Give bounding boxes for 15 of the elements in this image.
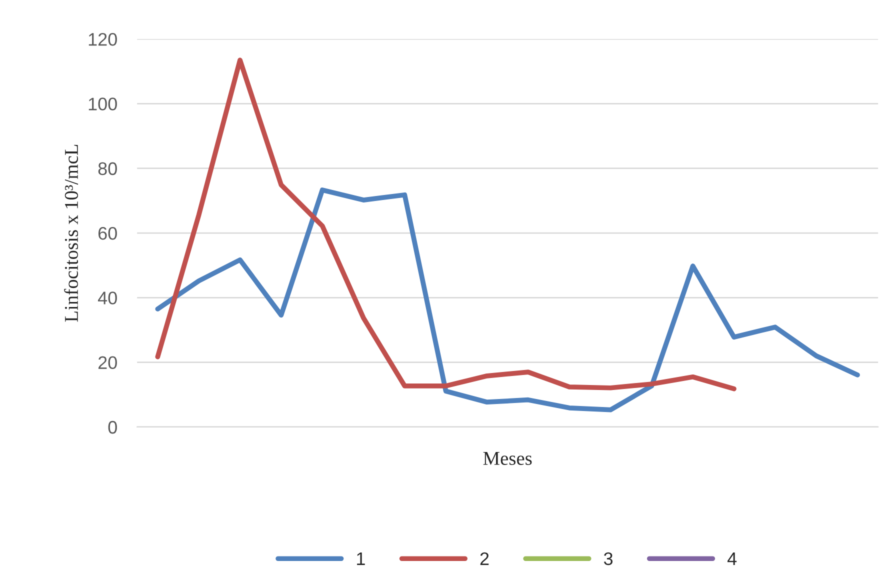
legend-label: 4 (727, 552, 737, 565)
y-tick-label: 0 (108, 420, 117, 434)
legend-label: 2 (480, 552, 489, 565)
x-axis-title: Meses (483, 452, 532, 465)
legend-label: 3 (604, 552, 613, 566)
line-series (155, 188, 860, 412)
y-tick-label: 80 (98, 162, 117, 176)
y-tick-label: 120 (88, 32, 117, 46)
y-axis-title: Linfocitosis x 10³/mcL (64, 144, 78, 322)
y-tick-label: 100 (88, 98, 117, 110)
y-tick-label: 60 (98, 226, 117, 240)
legend-label: 1 (357, 552, 365, 565)
y-tick-label: 20 (98, 356, 117, 370)
line-series (155, 58, 736, 392)
y-tick-label: 40 (98, 292, 117, 304)
